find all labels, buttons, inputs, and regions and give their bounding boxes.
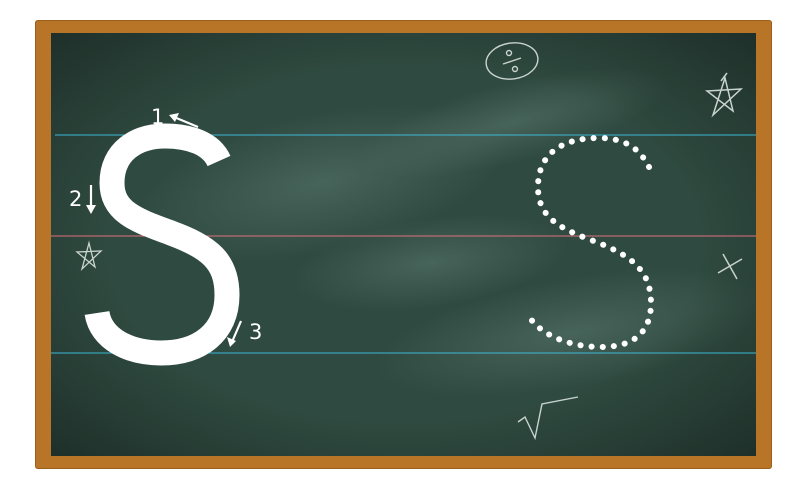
cross-icon <box>717 253 743 280</box>
arrow-up-left-icon <box>169 113 199 129</box>
letter-s-solid <box>84 123 240 366</box>
star-icon <box>704 72 744 118</box>
stroke-number-2: 2 <box>69 187 83 211</box>
arrow-down-icon <box>86 185 96 214</box>
chalkboard-frame: 1 2 3 <box>35 20 772 469</box>
percent-icon <box>485 42 539 80</box>
square-root-icon <box>517 396 579 441</box>
star-icon <box>75 240 103 272</box>
board-canvas <box>51 33 756 456</box>
arrow-down-left-icon <box>227 320 243 347</box>
stroke-number-3: 3 <box>249 320 263 344</box>
chalkboard: 1 2 3 <box>51 33 756 456</box>
letter-s-dotted <box>524 134 655 351</box>
stroke-number-1: 1 <box>151 105 165 129</box>
